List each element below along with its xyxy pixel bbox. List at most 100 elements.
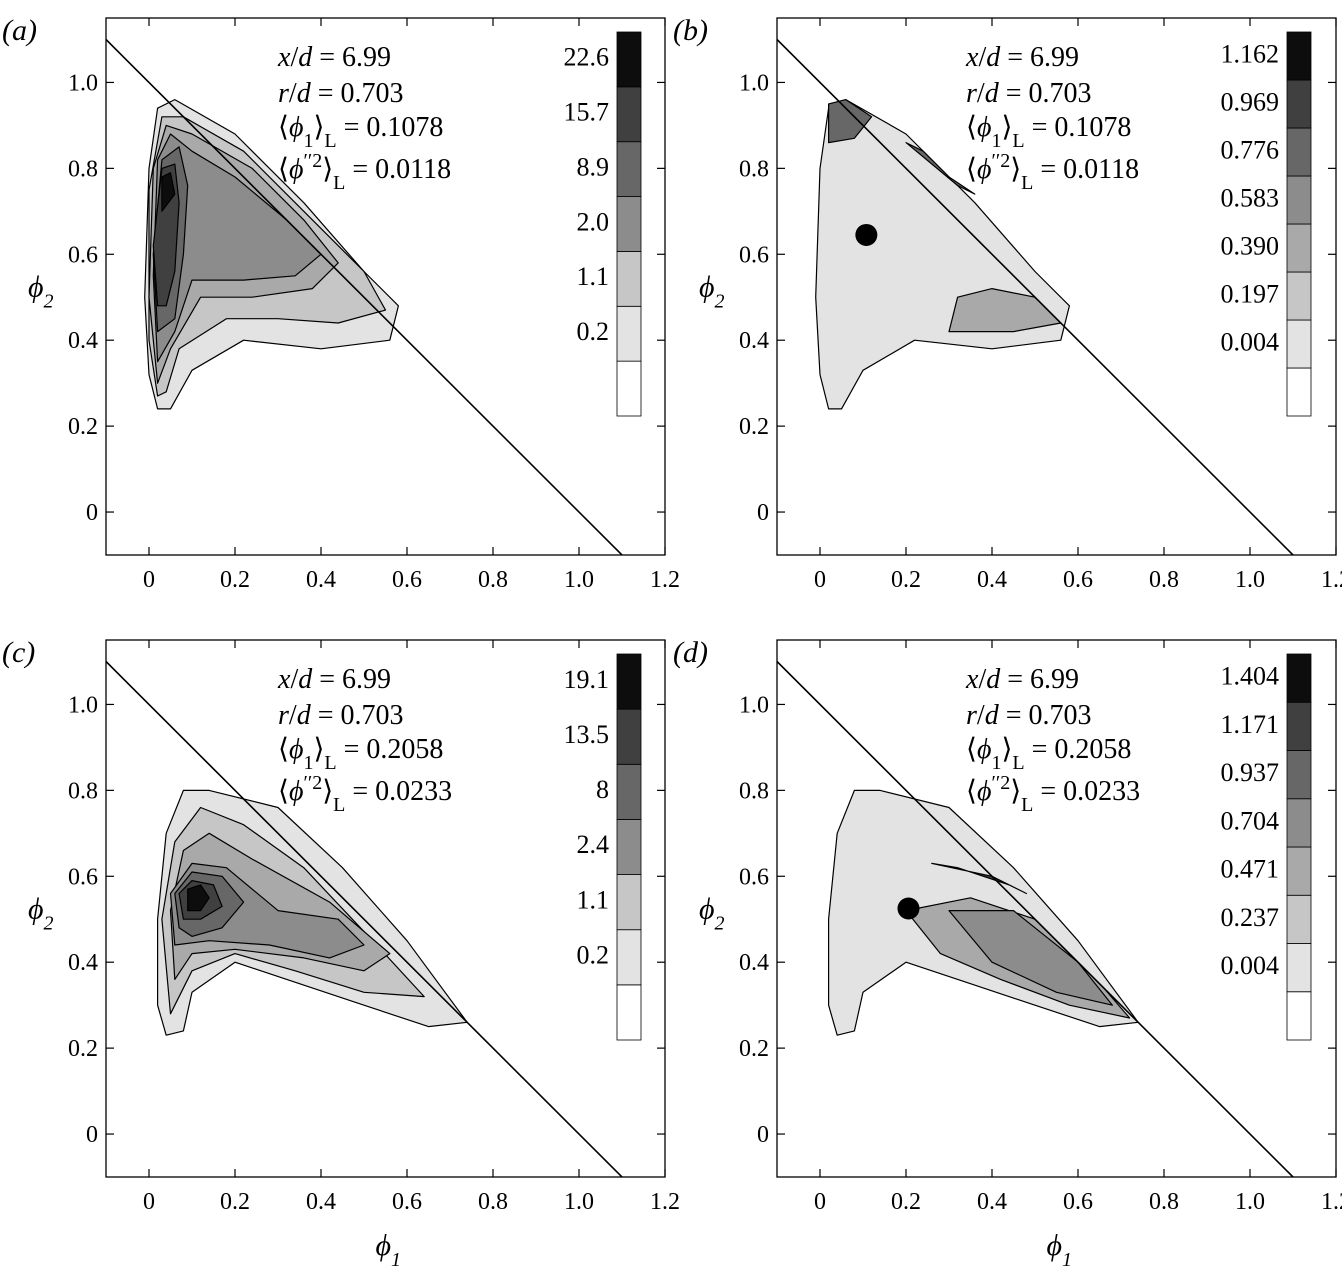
annotation-mean: ⟨ϕ1⟩L = 0.2058 (278, 734, 443, 774)
panel-label: (a) (2, 14, 37, 47)
colorbar-swatch (1286, 175, 1312, 225)
annotation-variance: ⟨ϕ′′2⟩L = 0.0118 (966, 150, 1139, 194)
contour-region (161, 172, 176, 212)
annotation-r-over-d: r/d = 0.703 (966, 700, 1091, 731)
colorbar-label: 1.1 (577, 262, 610, 291)
panel-d: 0 0.2 0.4 0.6 0.8 1.0 1.2 0 0.2 0.4 0.6 0.8 1.0 (d) ϕ2… (673, 636, 1342, 1271)
colorbar-label: 8.9 (577, 152, 610, 181)
y-tick-label: 0.2 (739, 414, 769, 440)
colorbar-swatch (1286, 223, 1312, 273)
colorbar-swatch (1286, 653, 1312, 703)
colorbar-label: 13.5 (564, 720, 610, 749)
y-tick-label: 0.2 (68, 414, 98, 440)
contour-region (815, 98, 1071, 410)
x-tick-label: 0.6 (392, 567, 422, 593)
colorbar: 1.162 0.969 0.776 0.583 0.390 0.197 0.004 (1221, 31, 1312, 417)
x-tick-label: 0.6 (1063, 567, 1093, 593)
reference-line (777, 38, 1294, 555)
y-axis-label: ϕ2 (699, 893, 725, 935)
panel-a: 0 0.2 0.4 0.6 0.8 1.0 1.2 0 0.2 0.4 0.6 0.8 1.0 (a) ϕ2… (2, 14, 680, 593)
plot-area (777, 38, 1294, 555)
plot-area (106, 660, 623, 1177)
plot-area (106, 38, 623, 555)
colorbar-swatch (616, 984, 642, 1041)
annotation-mean: ⟨ϕ1⟩L = 0.1078 (278, 112, 443, 152)
colorbar-label: 0.969 (1221, 88, 1280, 117)
colorbar-label: 0.237 (1221, 903, 1280, 932)
x-tick-label: 0.4 (977, 567, 1007, 593)
colorbar-swatch (616, 31, 642, 88)
colorbar-label: 8 (596, 775, 609, 804)
y-axis-label: ϕ2 (28, 893, 54, 935)
colorbar-swatch (616, 305, 642, 362)
contour-region (931, 862, 1028, 895)
colorbar-swatch (616, 196, 642, 252)
y-tick-label: 0.6 (739, 864, 769, 890)
colorbar-swatch (1286, 319, 1312, 369)
y-tick-label: 0 (86, 500, 98, 526)
x-tick-label: 0.8 (1149, 1189, 1179, 1215)
colorbar: 22.6 15.7 8.9 2.0 1.1 0.2 (564, 31, 642, 417)
contour-region (948, 909, 1114, 1006)
annotation-mean: ⟨ϕ1⟩L = 0.1078 (966, 112, 1131, 152)
colorbar: 1.404 1.171 0.937 0.704 0.471 0.237 0.004 (1221, 653, 1312, 1041)
colorbar-swatch (616, 763, 642, 820)
plot-frame (105, 17, 666, 556)
colorbar-swatch (1286, 894, 1312, 944)
colorbar-label: 1.162 (1221, 40, 1280, 69)
y-tick-label: 0 (757, 500, 769, 526)
x-tick-label: 0 (143, 1189, 155, 1215)
colorbar-swatch (616, 360, 642, 417)
y-tick-label: 1.0 (739, 692, 769, 718)
colorbar-swatch (1286, 798, 1312, 848)
panel-label: (b) (673, 14, 708, 47)
colorbar-swatch (1286, 367, 1312, 417)
contour-region (152, 163, 180, 307)
colorbar-swatch (1286, 846, 1312, 896)
colorbar-swatch (1286, 31, 1312, 81)
panel-label: (d) (673, 636, 708, 669)
colorbar-swatch (1286, 127, 1312, 177)
contour-region (187, 884, 210, 912)
panel-c: 0 0.2 0.4 0.6 0.8 1.0 1.2 0 0.2 0.4 0.6 0.8 1.0 (c) ϕ2… (2, 636, 680, 1271)
colorbar-label: 1.1 (577, 885, 610, 914)
annotation-x-over-d: x/d = 6.99 (277, 42, 391, 73)
colorbar-label: 2.0 (577, 207, 610, 236)
colorbar-swatch (1286, 943, 1312, 993)
x-tick-label: 0.4 (977, 1189, 1007, 1215)
colorbar-label: 0.197 (1221, 280, 1280, 309)
colorbar-label: 0.704 (1221, 806, 1280, 835)
annotation-x-over-d: x/d = 6.99 (277, 664, 391, 695)
y-tick-label: 0.4 (739, 950, 769, 976)
colorbar-swatch (1286, 79, 1312, 129)
x-tick-label: 1.2 (650, 1189, 680, 1215)
y-tick-label: 0.2 (739, 1036, 769, 1062)
colorbar-swatch (616, 653, 642, 710)
x-axis-label: ϕ1 (376, 1229, 402, 1269)
y-axis-label: ϕ2 (699, 271, 725, 313)
colorbar-label: 2.4 (577, 830, 610, 859)
colorbar-label: 19.1 (564, 665, 610, 694)
y-tick-label: 0.6 (68, 864, 98, 890)
colorbar-swatch (616, 708, 642, 765)
x-tick-label: 1.0 (1235, 1189, 1265, 1215)
colorbar-label: 1.404 (1221, 662, 1280, 691)
y-tick-label: 1.0 (739, 70, 769, 96)
colorbar-label: 22.6 (564, 43, 610, 72)
colorbar-swatch (616, 251, 642, 307)
annotation-variance: ⟨ϕ′′2⟩L = 0.0233 (278, 772, 452, 816)
y-tick-label: 0.8 (68, 778, 98, 804)
colorbar-label: 0.937 (1221, 758, 1280, 787)
panel-label: (c) (2, 636, 35, 669)
y-tick-label: 0.4 (68, 328, 98, 354)
annotation-r-over-d: r/d = 0.703 (278, 700, 403, 731)
y-tick-label: 0.8 (739, 778, 769, 804)
x-tick-label: 0.4 (306, 567, 336, 593)
panel-b: 0 0.2 0.4 0.6 0.8 1.0 1.2 0 0.2 0.4 0.6 0.8 1.0 (b) ϕ2… (673, 14, 1342, 593)
x-tick-label: 0.8 (478, 567, 508, 593)
colorbar-label: 15.7 (564, 98, 610, 127)
annotation-x-over-d: x/d = 6.99 (965, 664, 1079, 695)
x-tick-label: 0.2 (220, 567, 250, 593)
x-tick-label: 0.2 (891, 567, 921, 593)
